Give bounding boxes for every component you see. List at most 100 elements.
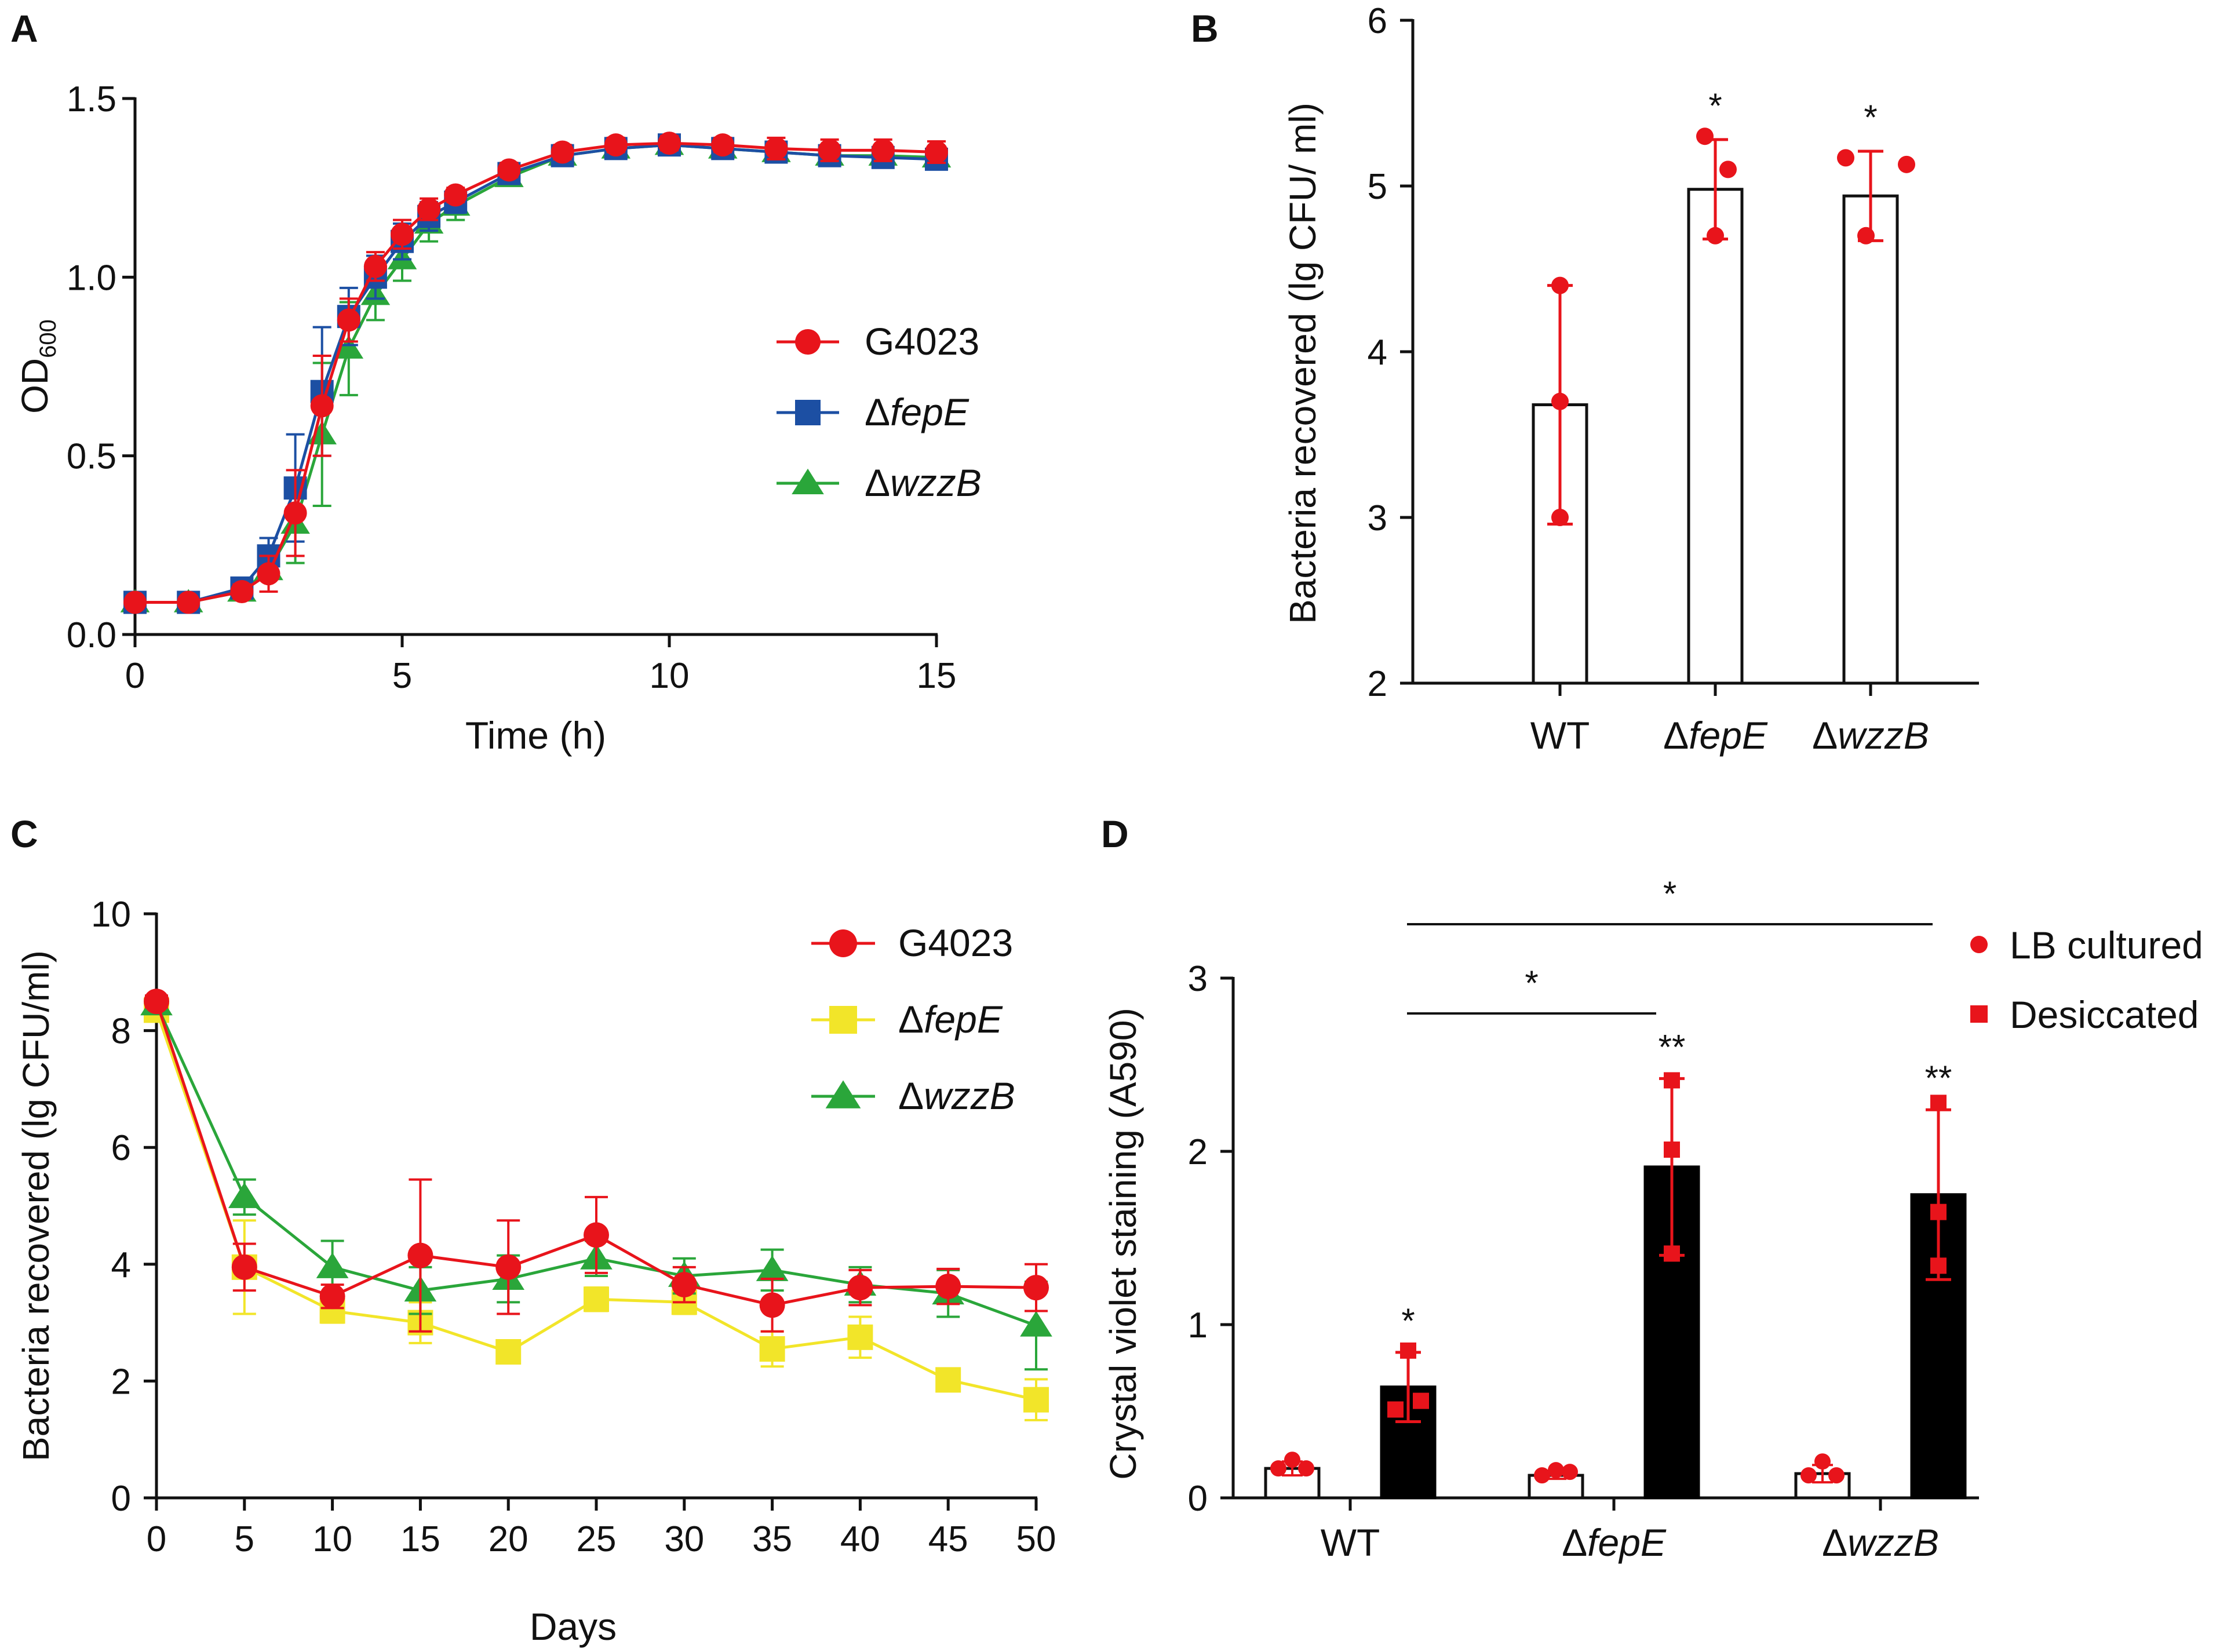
x-tick-label-WT: WT [1321, 1521, 1380, 1564]
x-tick-label-wzzB-text: wzzB [1847, 1521, 1939, 1564]
data-point-G4023 [925, 140, 948, 164]
y-axis-title: Bacteria recovered (lg CFU/ ml) [1282, 103, 1324, 624]
x-axis-title: Days [530, 1605, 617, 1648]
data-point-WT [1551, 276, 1569, 294]
data-point-desiccated-fepE [1664, 1142, 1680, 1158]
data-point-wzzB [1898, 155, 1915, 173]
x-tick-label: 10 [312, 1519, 352, 1559]
panel-label-a: A [10, 7, 38, 50]
y-tick-label: 0 [1188, 1479, 1208, 1519]
series-fepE [123, 133, 948, 614]
significance-fepE: ** [1659, 1027, 1686, 1066]
x-tick-label: 0 [125, 656, 145, 696]
data-point-G4023 [604, 133, 628, 157]
group-wzzB: ** ΔwzzB [1794, 1059, 1967, 1564]
y-axis-title: Crystal violet staining (A590) [1102, 1008, 1144, 1480]
bar-fepE [1687, 188, 1744, 685]
y-axis-title: OD600 [14, 319, 61, 414]
x-tick-label-WT: WT [1530, 714, 1590, 757]
x-tick-label-wzzB-prefix: Δ [1812, 714, 1838, 757]
y-tick-label: 10 [91, 895, 131, 935]
data-point-fepE [1696, 127, 1714, 145]
y-axis-title-base: OD [14, 358, 56, 414]
category-wzzB: ΔwzzB * [1812, 98, 1929, 757]
data-point-G4023 [1023, 1275, 1049, 1301]
legend-label-wzzB: ΔwzzB [898, 1074, 1015, 1117]
data-point-G4023 [584, 1222, 609, 1248]
legend-label-fepE-prefix: Δ [898, 998, 924, 1041]
data-point-G4023 [337, 308, 360, 332]
x-tick-label-WT-text: WT [1530, 714, 1590, 757]
data-point-G4023 [363, 254, 387, 278]
legend-d: LB cultured Desiccated [1970, 924, 2203, 1036]
legend-label-G4023: G4023 [898, 921, 1013, 964]
x-tick-label-fepE: ΔfepE [1663, 714, 1768, 757]
legend-marker-wzzB [825, 1080, 861, 1108]
series-wzzB [140, 989, 1052, 1371]
data-point-G4023 [935, 1274, 961, 1300]
y-tick-label: 4 [111, 1245, 131, 1285]
y-tick-label: 6 [111, 1128, 131, 1168]
data-point-fepE [1707, 227, 1724, 245]
legend-label-fepE-prefix: Δ [865, 391, 890, 433]
data-point-G4023 [444, 183, 468, 207]
y-tick-label: 1.5 [67, 79, 116, 119]
data-point-wzzB [1837, 149, 1854, 167]
y-tick-label: 2 [111, 1362, 131, 1402]
panel-label-b: B [1191, 7, 1219, 50]
x-tick-label: 30 [664, 1519, 704, 1559]
data-point-desiccated-fepE [1664, 1072, 1680, 1089]
group-fepE: ** ΔfepE [1528, 1027, 1700, 1564]
data-point-G4023 [711, 133, 735, 157]
y-tick-label: 0.0 [67, 615, 116, 655]
category-fepE: ΔfepE * [1663, 86, 1768, 757]
x-tick-label: 5 [235, 1519, 254, 1559]
y-tick-label: 8 [111, 1012, 131, 1052]
data-point-G4023 [310, 394, 334, 418]
x-tick-label-WT-text: WT [1321, 1521, 1380, 1564]
data-point-lb-WT [1298, 1460, 1314, 1477]
legend-marker-G4023 [829, 929, 857, 957]
y-tick-label: 5 [1368, 167, 1387, 207]
y-tick-label: 1.0 [67, 258, 116, 298]
x-tick-label-fepE: ΔfepE [1562, 1521, 1667, 1564]
data-point-wzzB [1020, 1311, 1052, 1337]
legend-label-fepE-text: fepE [890, 391, 969, 433]
data-point-G4023 [391, 223, 414, 246]
series-G4023 [123, 132, 948, 614]
legend-label-wzzB: ΔwzzB [865, 461, 982, 504]
data-point-fepE [935, 1367, 961, 1393]
data-point-fepE [759, 1336, 785, 1362]
data-point-WT [1551, 509, 1569, 526]
significance-wzzB: * [1864, 98, 1877, 137]
data-point-desiccated-WT [1387, 1401, 1404, 1418]
x-tick-label: 10 [650, 656, 690, 696]
y-tick-label: 3 [1368, 498, 1387, 538]
x-tick-label-wzzB: ΔwzzB [1822, 1521, 1939, 1564]
data-point-lb-WT [1270, 1460, 1286, 1477]
data-point-lb-fepE [1548, 1462, 1564, 1479]
legend-c: G4023 ΔfepE ΔwzzB [811, 921, 1015, 1117]
data-point-lb-wzzB [1800, 1467, 1817, 1484]
legend-label-wzzB-text: wzzB [890, 461, 982, 504]
data-point-G4023 [144, 989, 169, 1015]
data-point-G4023 [818, 138, 841, 162]
y-tick-label: 4 [1368, 333, 1387, 373]
legend-label-fepE: ΔfepE [898, 998, 1003, 1041]
data-point-G4023 [257, 562, 280, 586]
panel-b: B 2 3 4 5 6 Bacteria recovered (lg CFU/ ml) WT Δ… [1191, 1, 1979, 757]
data-point-fepE [495, 1339, 522, 1365]
significance-WT: * [1401, 1301, 1415, 1340]
panel-label-d: D [1101, 812, 1129, 855]
comparison-significance: * [1525, 964, 1538, 1002]
legend-label-fepE: ΔfepE [865, 391, 969, 433]
legend-marker-fepE [829, 1006, 857, 1034]
significance-fepE: * [1708, 86, 1722, 125]
x-tick-label-wzzB-text: wzzB [1838, 714, 1929, 757]
series-line-G4023 [135, 141, 937, 604]
x-tick-label-fepE-prefix: Δ [1562, 1521, 1587, 1564]
series-wzzB [120, 132, 952, 612]
series-line-wzzB [135, 143, 937, 604]
data-point-G4023 [177, 590, 201, 614]
